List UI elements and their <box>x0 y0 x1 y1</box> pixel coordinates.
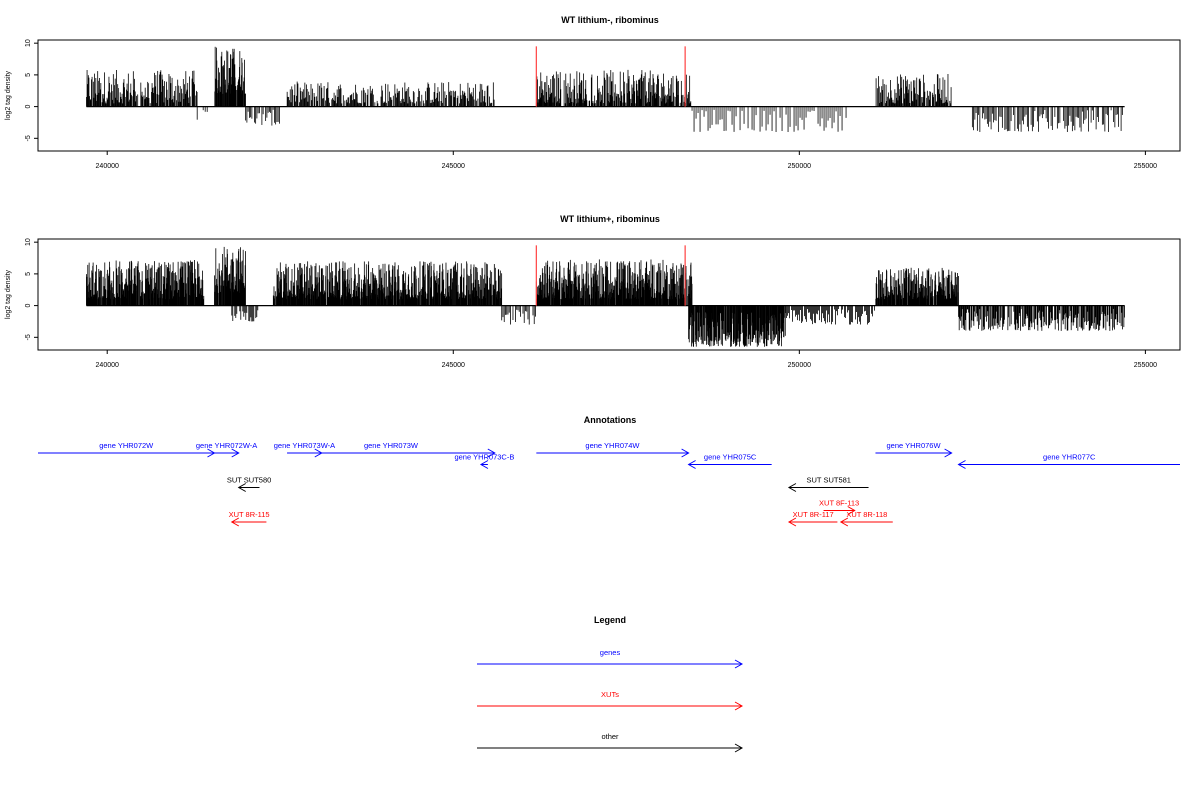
legend-title: Legend <box>594 615 626 625</box>
annotation-feature: gene YHR074W <box>536 441 690 458</box>
annotations-panel: Annotations gene YHR072W gene YHR072W-A ge… <box>38 415 1180 527</box>
x-tick-label: 240000 <box>96 163 119 170</box>
legend-label: genes <box>600 648 621 657</box>
coverage-bars <box>86 245 1125 347</box>
annotation-feature: XUT 8R-117 <box>787 510 838 527</box>
annotation-feature: XUT 8R-118 <box>839 510 893 527</box>
annotation-feature: gene YHR072W <box>38 441 216 458</box>
feature-label: gene YHR073C-B <box>454 453 514 462</box>
feature-label: gene YHR072W <box>99 441 154 450</box>
x-tick-label: 250000 <box>788 362 811 369</box>
feature-label: XUT 8R-117 <box>793 510 834 519</box>
feature-label: gene YHR077C <box>1043 453 1096 462</box>
annotation-feature: gene YHR073W <box>287 441 496 458</box>
annotations-title: Annotations <box>584 415 637 425</box>
axes: 10 5 0 -5 240000 245000 250000 255000 <box>25 238 1181 369</box>
legend-entry: XUTs <box>477 690 744 711</box>
feature-arrowhead <box>237 483 246 492</box>
feature-label: gene YHR074W <box>585 441 640 450</box>
y-tick-label: -5 <box>25 135 32 141</box>
x-tick-label: 245000 <box>442 163 465 170</box>
feature-arrowhead <box>231 448 240 458</box>
feature-arrowhead <box>230 517 240 527</box>
y-tick-label: 0 <box>25 105 32 109</box>
y-tick-label: 5 <box>25 272 32 276</box>
annotation-feature: SUT SUT580 <box>227 476 271 492</box>
feature-arrowhead <box>787 517 797 527</box>
feature-label: gene YHR076W <box>887 441 942 450</box>
legend-label: other <box>601 732 619 741</box>
y-tick-label: -5 <box>25 334 32 340</box>
x-tick-label: 255000 <box>1134 362 1157 369</box>
annotation-feature: gene YHR076W <box>875 441 953 458</box>
annotation-feature: gene YHR073W-A <box>274 441 335 458</box>
annotation-feature: XUT 8F-113 <box>819 499 859 515</box>
legend-arrowhead <box>734 701 744 711</box>
y-axis-label: log2 tag density <box>5 70 12 120</box>
track-panel-lithium-plus: WT lithium+, ribominus log2 tag density … <box>5 214 1181 369</box>
legend-entry: other <box>477 732 744 753</box>
feature-arrowhead <box>839 517 849 527</box>
feature-label: gene YHR073W-A <box>274 441 335 450</box>
feature-arrowhead <box>487 448 496 458</box>
plot-frame <box>37 39 1181 152</box>
feature-arrowhead <box>957 460 966 469</box>
feature-arrowhead <box>687 460 696 469</box>
y-tick-label: 5 <box>25 73 32 77</box>
feature-label: SUT SUT580 <box>227 476 271 485</box>
feature-arrowhead <box>944 448 953 458</box>
annotation-features: gene YHR072W gene YHR072W-A gene YHR073W-A… <box>38 441 1180 527</box>
annotation-feature: gene YHR073C-B <box>454 453 514 469</box>
legend-arrowhead <box>734 659 744 669</box>
annotation-feature: gene YHR077C <box>957 453 1180 469</box>
legend-entries: genes XUTs other <box>477 648 744 753</box>
feature-label: XUT 8F-113 <box>819 499 859 508</box>
track-title: WT lithium-, ribominus <box>561 15 659 25</box>
feature-arrowhead <box>681 448 690 458</box>
y-tick-label: 10 <box>25 39 32 47</box>
x-tick-label: 245000 <box>442 362 465 369</box>
annotation-feature: XUT 8R-115 <box>229 510 270 527</box>
legend-label: XUTs <box>601 690 619 699</box>
legend-arrowhead <box>734 743 744 753</box>
feature-label: gene YHR075C <box>704 453 757 462</box>
feature-label: XUT 8R-115 <box>229 510 270 519</box>
annotation-feature: gene YHR075C <box>687 453 772 469</box>
coverage-bars <box>86 46 1125 132</box>
feature-label: gene YHR073W <box>364 441 419 450</box>
feature-label: XUT 8R-118 <box>846 510 887 519</box>
x-tick-label: 255000 <box>1134 163 1157 170</box>
feature-arrowhead <box>787 483 797 492</box>
annotation-feature: SUT SUT581 <box>787 476 869 492</box>
y-axis-label: log2 tag density <box>5 269 12 319</box>
y-tick-label: 10 <box>25 238 32 246</box>
track-title: WT lithium+, ribominus <box>560 214 660 224</box>
legend-panel: Legend genes XUTs other <box>477 615 744 753</box>
y-tick-label: 0 <box>25 304 32 308</box>
legend-entry: genes <box>477 648 744 669</box>
feature-arrowhead <box>479 460 489 469</box>
annotation-feature: gene YHR072W-A <box>196 441 257 458</box>
feature-label: SUT SUT581 <box>807 476 851 485</box>
x-tick-label: 240000 <box>96 362 119 369</box>
plot-frame <box>37 238 1181 351</box>
x-tick-label: 250000 <box>788 163 811 170</box>
axes: 10 5 0 -5 240000 245000 250000 255000 <box>25 39 1181 170</box>
feature-arrowhead <box>847 506 856 515</box>
track-panel-lithium-minus: WT lithium-, ribominus log2 tag density … <box>5 15 1181 170</box>
feature-label: gene YHR072W-A <box>196 441 257 450</box>
